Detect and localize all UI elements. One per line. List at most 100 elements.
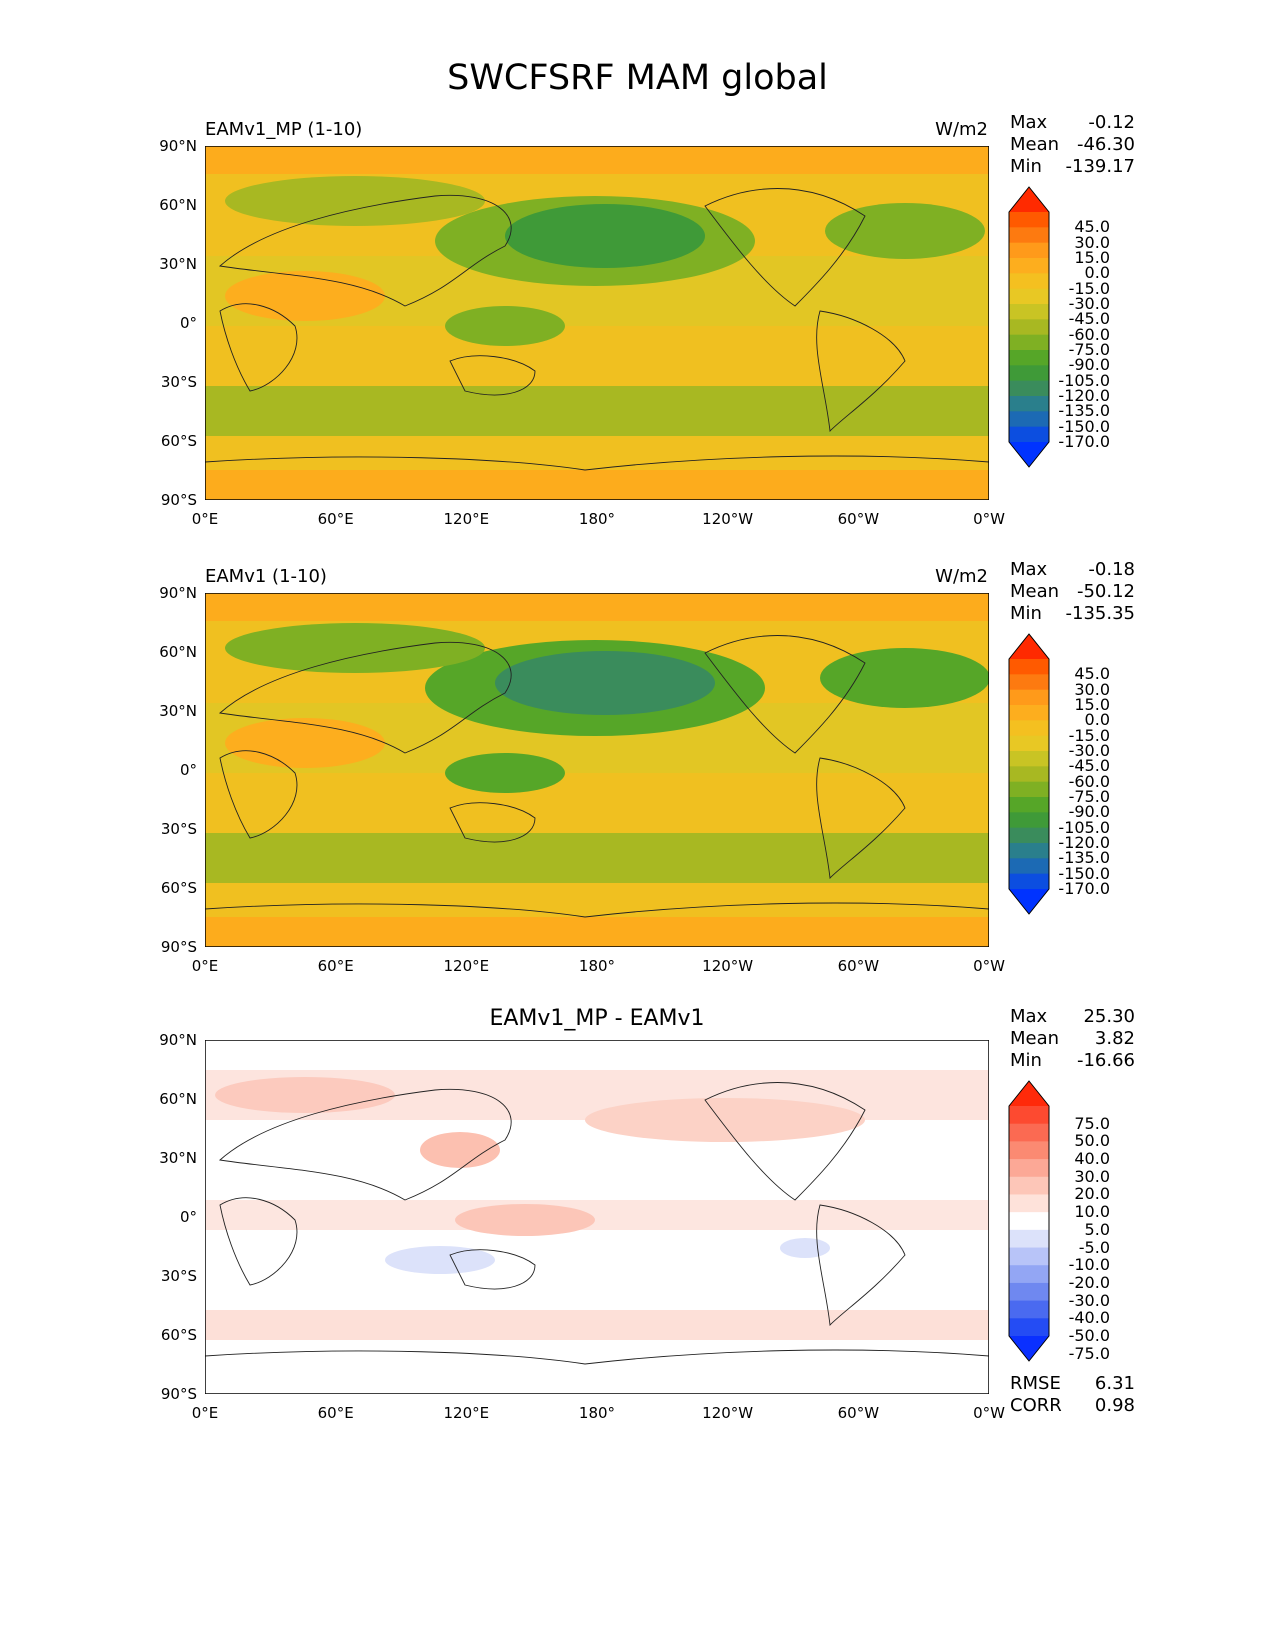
panel-3-stats: Max 25.30 Mean 3.82 Min -16.66 — [1010, 1006, 1135, 1072]
figure-title: SWCFSRF MAM global — [447, 58, 828, 98]
colorbar-tick-label: 20.0 — [1074, 1184, 1110, 1204]
colorbar-segment — [1009, 304, 1049, 320]
map-field-southern-ocean — [205, 833, 989, 883]
colorbar-tick-label: 30.0 — [1074, 1166, 1110, 1186]
colorbar-segment — [1009, 751, 1049, 767]
stat-label: Min — [1010, 603, 1042, 624]
colorbar-segment — [1009, 1229, 1049, 1249]
panel-3-map — [205, 1040, 989, 1394]
panel-2-stats: Max -0.18 Mean -50.12 Min -135.35 — [1010, 559, 1135, 625]
latitude-tick-label: 0° — [179, 761, 197, 779]
antarctica-coastline — [205, 455, 989, 471]
stat-label: Max — [1010, 112, 1048, 133]
panel-2-units: W/m2 — [935, 566, 988, 587]
longitude-tick-label: 60°W — [837, 1404, 880, 1422]
colorbar-segment — [1009, 334, 1049, 351]
colorbar-tick-label: 45.0 — [1074, 217, 1110, 237]
colorbar-tick-label: -75.0 — [1068, 340, 1110, 359]
stat-value: 25.30 — [1083, 1006, 1135, 1027]
map-field-maritime — [455, 1204, 595, 1236]
stat-value: -0.18 — [1088, 559, 1135, 580]
colorbar-tick-label: -30.0 — [1068, 741, 1110, 760]
longitude-tick-label: 0°W — [973, 1404, 1005, 1422]
colorbar-segment — [1009, 273, 1049, 290]
longitude-tick-label: 0°W — [973, 957, 1005, 975]
colorbar-tick-label: -170.0 — [1058, 879, 1110, 898]
colorbar-tick-label: -105.0 — [1058, 817, 1110, 837]
colorbar-segment — [1009, 827, 1049, 844]
colorbar-extend-bottom — [1009, 1336, 1049, 1361]
colorbar-segment — [1009, 812, 1049, 829]
south-america-coastline — [816, 1204, 906, 1326]
south-america-coastline — [816, 757, 906, 879]
latitude-tick-label: 30°S — [160, 820, 197, 838]
colorbar-tick-label: -5.0 — [1078, 1237, 1110, 1257]
longitude-tick-label: 60°E — [317, 510, 354, 528]
colorbar-tick-label: -75.0 — [1068, 787, 1110, 806]
panel-1-map — [205, 146, 989, 500]
north-america-coastline — [704, 635, 866, 754]
colorbar-tick-label: -90.0 — [1068, 355, 1110, 375]
stat-label: Max — [1010, 559, 1048, 580]
stat-label: Min — [1010, 156, 1042, 177]
stat-label: Mean — [1010, 1028, 1060, 1049]
colorbar-tick-label: -40.0 — [1068, 1308, 1110, 1328]
longitude-tick-label: 120°W — [702, 957, 754, 975]
colorbar-segment — [1009, 659, 1049, 675]
latitude-tick-label: 60°S — [160, 1326, 197, 1344]
colorbar-segment — [1009, 674, 1049, 691]
colorbar-segment — [1009, 242, 1049, 259]
map-field-europe — [215, 1077, 395, 1113]
colorbar-segment — [1009, 858, 1049, 875]
colorbar-tick-label: -45.0 — [1068, 756, 1110, 776]
colorbar-tick-label: -135.0 — [1058, 848, 1110, 868]
longitude-tick-label: 60°W — [837, 957, 880, 975]
colorbar-tick-label: 50.0 — [1074, 1131, 1110, 1151]
stat-value: -16.66 — [1076, 1050, 1135, 1071]
stat-value: -50.12 — [1076, 581, 1135, 602]
map-field-southern-ocean — [205, 386, 989, 436]
panel-3-error-stats: RMSE 6.31 CORR 0.98 — [1010, 1373, 1135, 1417]
colorbar-segment — [1009, 705, 1049, 721]
panel-1-units: W/m2 — [935, 119, 988, 140]
map-field-natlantic — [825, 203, 985, 259]
map-field-indian-ocean — [385, 1246, 495, 1274]
colorbar-segment — [1009, 350, 1049, 366]
australia-coastline — [449, 1249, 536, 1290]
colorbar-segment — [1009, 319, 1049, 336]
stat-label: Mean — [1010, 134, 1060, 155]
longitude-tick-label: 120°W — [702, 510, 754, 528]
colorbar-tick-label: -20.0 — [1068, 1272, 1110, 1292]
longitude-tick-label: 0°W — [973, 510, 1005, 528]
stat-value: -139.17 — [1065, 156, 1135, 177]
colorbar-segment — [1009, 1176, 1049, 1195]
colorbar-tick-label: 10.0 — [1074, 1202, 1110, 1222]
stat-value: -46.30 — [1076, 134, 1135, 155]
colorbar-tick-label: -45.0 — [1068, 309, 1110, 329]
colorbar-tick-label: 0.0 — [1084, 263, 1110, 283]
latitude-tick-label: 90°S — [160, 938, 197, 956]
panel-1-title: EAMv1_MP (1-10) — [205, 119, 363, 140]
latitude-tick-label: 60°N — [159, 196, 197, 214]
map-field-china — [420, 1132, 500, 1168]
africa-coastline — [219, 303, 298, 392]
stat-value: -135.35 — [1065, 603, 1135, 624]
stat-label: Min — [1010, 1050, 1042, 1071]
colorbar-segment — [1009, 258, 1049, 274]
latitude-tick-label: 60°N — [159, 643, 197, 661]
colorbar-tick-label: 40.0 — [1074, 1149, 1110, 1169]
eurasia-coastline — [218, 194, 512, 307]
latitude-tick-label: 30°S — [160, 1267, 197, 1285]
panel-1-colorbar — [1008, 186, 1050, 468]
colorbar-tick-label: -120.0 — [1058, 386, 1110, 405]
colorbar-tick-label: -170.0 — [1058, 432, 1110, 451]
colorbar-tick-label: -150.0 — [1058, 863, 1110, 883]
colorbar-tick-label: -60.0 — [1068, 324, 1110, 344]
map-field-natlantic — [820, 648, 989, 708]
map-field-npacific-core — [495, 651, 715, 715]
north-america-coastline — [704, 188, 866, 307]
colorbar-segment — [1009, 1141, 1049, 1160]
latitude-tick-label: 90°S — [160, 491, 197, 509]
longitude-tick-label: 180° — [578, 957, 616, 975]
colorbar-tick-label: -50.0 — [1068, 1326, 1110, 1345]
